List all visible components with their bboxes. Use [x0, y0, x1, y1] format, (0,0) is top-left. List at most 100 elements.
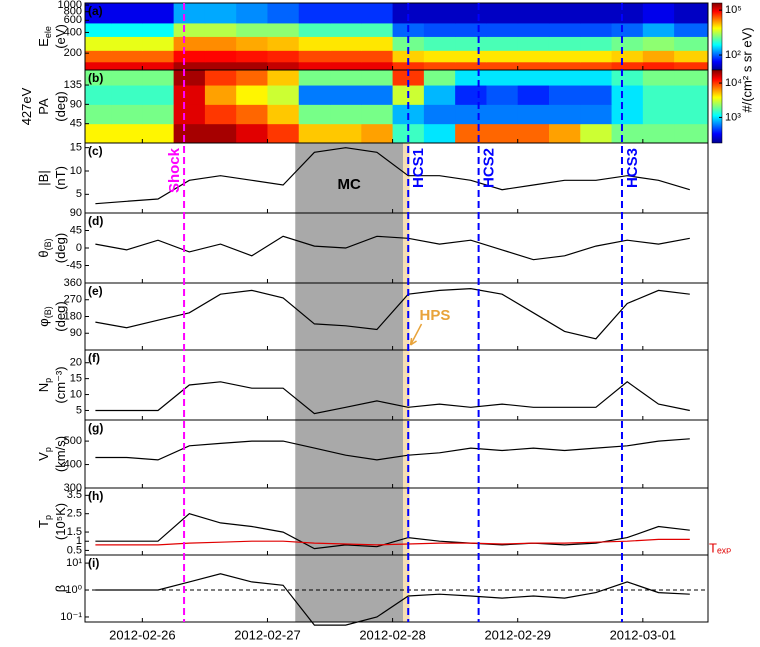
heatmap-cell [111, 123, 143, 144]
heatmap-cell [330, 123, 362, 144]
heatmap-cell [611, 22, 644, 37]
heatmap-cell [111, 61, 143, 71]
y-tick-label: 90 [70, 327, 82, 339]
heatmap-cell [330, 36, 362, 51]
heatmap-cell [611, 104, 644, 125]
heatmap-cell [173, 123, 206, 144]
y-axis-label-text: T [36, 520, 51, 528]
heatmap-cell [580, 70, 613, 86]
data-line [95, 381, 690, 415]
heatmap-cell [267, 22, 300, 37]
heatmap-cell [486, 50, 519, 63]
heatmap-cell [142, 61, 175, 71]
heatmap-cell [85, 36, 112, 51]
callout-arrow [409, 323, 423, 346]
y-axis-label-sub: p [43, 378, 53, 383]
region-label: MC [337, 176, 360, 193]
heatmap-cell [548, 61, 581, 71]
y-tick-label: 5 [76, 404, 82, 416]
y-tick-label: 20 [70, 357, 82, 369]
heatmap-cell [204, 36, 237, 51]
heatmap-cell [392, 61, 425, 71]
colorbar-tick-label: 10⁴ [725, 77, 742, 89]
data-line [95, 513, 690, 550]
heatmap-cell [580, 3, 613, 24]
x-tick-label: 2012-02-29 [484, 627, 551, 642]
heatmap-cell [142, 22, 175, 37]
heatmap-cell [330, 85, 362, 105]
heatmap-cell [361, 36, 394, 51]
y-tick-label: 10 [70, 388, 82, 400]
heatmap-cell [298, 85, 331, 105]
heatmap-cell [580, 61, 613, 71]
y-axis-label: θ(B) [36, 238, 53, 257]
heatmap-cell [674, 36, 709, 51]
heatmap-cell [392, 70, 425, 86]
heatmap-cell [236, 85, 268, 105]
heatmap-cell [361, 85, 394, 105]
heatmap-cell [517, 104, 550, 125]
y-axis-label: (km/s) [53, 436, 68, 472]
heatmap-cell [298, 3, 331, 24]
x-tick-label: 2012-02-26 [109, 627, 176, 642]
heatmap-cell [611, 61, 644, 71]
heatmap-cell [142, 70, 175, 86]
x-tick-label: 2012-02-28 [359, 627, 426, 642]
heatmap-cell [517, 50, 550, 63]
shaded-region [403, 143, 410, 622]
y-axis-label-text: 427eV [19, 87, 34, 125]
event-label: HCS3 [624, 148, 641, 188]
heatmap-cell [267, 36, 300, 51]
y-tick-label: 0.5 [67, 544, 82, 556]
heatmap-cell [236, 104, 268, 125]
heatmap-cell [330, 104, 362, 125]
heatmap-cell [642, 61, 675, 71]
heatmap-cell [642, 50, 675, 63]
heatmap-cell [455, 70, 487, 86]
heatmap-cell [580, 104, 613, 125]
heatmap-cell [298, 61, 331, 71]
heatmap-cell [85, 104, 112, 125]
y-axis-label-text: (eV) [53, 24, 68, 49]
panel-letter: (g) [88, 421, 103, 435]
heatmap-cell [517, 70, 550, 86]
y-tick-label: 500 [64, 435, 82, 447]
y-axis-label-text: (10⁵K) [53, 503, 68, 540]
heatmap-cell [674, 104, 709, 125]
heatmap-cell [298, 36, 331, 51]
data-line [95, 287, 690, 340]
y-axis-label: (eV) [53, 24, 68, 49]
event-label: HCS1 [410, 148, 427, 188]
heatmap-cell [173, 50, 206, 63]
shaded-region [295, 143, 404, 622]
panel-letter: (h) [88, 489, 103, 503]
y-axis-label-text: (cm⁻³) [53, 366, 68, 403]
heatmap-cell [548, 123, 581, 144]
heatmap-cell [204, 3, 237, 24]
data-line [95, 573, 690, 626]
heatmap-cell [236, 50, 268, 63]
heatmap-cell [267, 50, 300, 63]
colorbar [711, 69, 723, 144]
heatmap-cell [111, 70, 143, 86]
y-axis-label-sub: (B) [43, 238, 53, 250]
heatmap-cell [455, 50, 487, 63]
panel-letter: (b) [88, 71, 103, 85]
y-tick-label: 2.5 [67, 508, 82, 520]
colorbar-tick-label: 10³ [725, 111, 741, 123]
y-axis-label: Vp [36, 447, 53, 461]
y-axis-label-text: (nT) [53, 166, 68, 190]
y-axis-label: Eele [36, 26, 53, 47]
y-tick-label: 800 [64, 6, 82, 18]
colorbar-label: #/(cm² s sr eV) [739, 27, 754, 112]
heatmap-cell [642, 104, 675, 125]
heatmap-cell [455, 104, 487, 125]
y-axis-label-text: β [53, 585, 68, 592]
heatmap-cell [455, 36, 487, 51]
heatmap-cell [642, 70, 675, 86]
y-tick-label: 135 [64, 79, 82, 91]
y-tick-label: 10¹ [66, 557, 82, 569]
heatmap-cell [361, 50, 394, 63]
heatmap-cell [486, 22, 519, 37]
y-axis-label-text: (deg) [53, 301, 68, 331]
